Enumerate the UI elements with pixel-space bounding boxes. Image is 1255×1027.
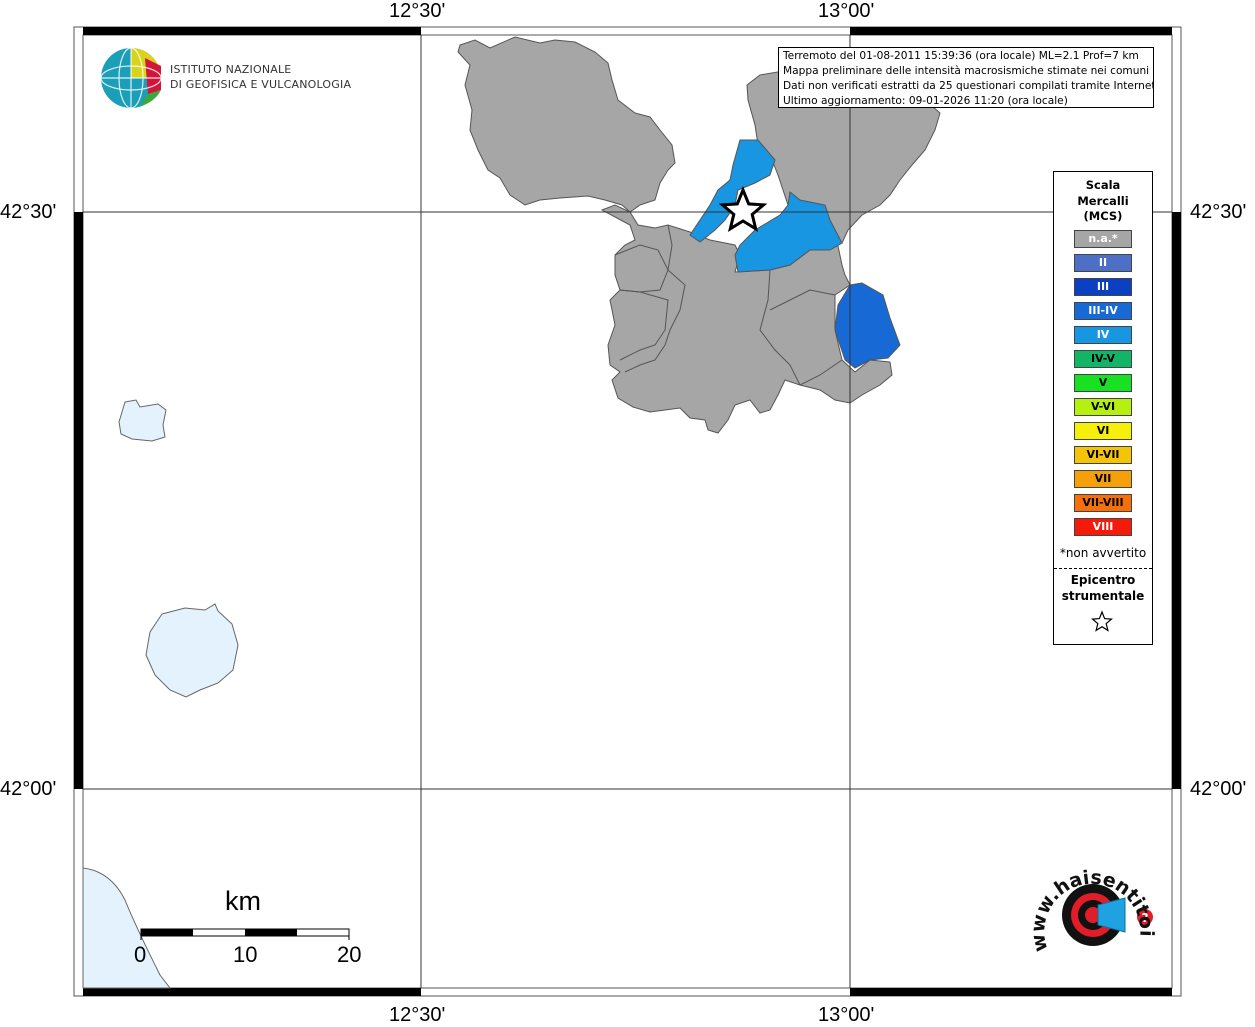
frame-bar-right (1172, 212, 1181, 789)
legend-swatch-na: n.a.* (1074, 230, 1132, 248)
lon-label-top-1230: 12°30' (389, 0, 446, 22)
legend-note: *non avvertito (1059, 546, 1147, 560)
frame-bar-left (74, 212, 83, 789)
lon-label-bottom-1300: 13°00' (818, 1004, 875, 1026)
legend-title: Scala Mercalli (MCS) (1054, 178, 1152, 225)
logo-line-1: ISTITUTO NAZIONALE (170, 63, 292, 76)
frame-bar-top-left (83, 27, 421, 35)
sea-area (82, 867, 172, 989)
legend-swatch-V-VI: V-VI (1074, 398, 1132, 416)
lake-large (145, 603, 239, 698)
frame-bar-bottom-left (83, 988, 421, 996)
scale-tick-20: 20 (337, 942, 362, 967)
legend-epicenter-line-2: strumentale (1061, 589, 1145, 603)
legend-swatch-VI: VI (1074, 422, 1132, 440)
legend-swatch-VIII: VIII (1074, 518, 1132, 536)
scale-bar (140, 928, 350, 940)
legend-title-line-3: (MCS) (1083, 209, 1123, 223)
info-line-4: Ultimo aggiornamento: 09-01-2026 11:20 (… (783, 95, 1068, 107)
municipality-intensity-III-IV (834, 282, 901, 369)
logo-line-2: DI GEOFISICA E VULCANOLOGIA (170, 78, 352, 91)
legend-swatch-III: III (1074, 278, 1132, 296)
graticule (83, 35, 1172, 988)
info-line-3: Dati non verificati estratti da 25 quest… (783, 80, 1154, 92)
event-info-box: Terremoto del 01-08-2011 15:39:36 (ora l… (778, 47, 1154, 108)
intensity-legend: Scala Mercalli (MCS) n.a.* II III III-IV… (1053, 171, 1153, 645)
legend-swatch-V: V (1074, 374, 1132, 392)
legend-title-line-2: Mercalli (1077, 193, 1129, 208)
legend-star-icon (1090, 610, 1114, 632)
legend-epicenter-label: Epicentro strumentale (1054, 572, 1152, 604)
municipality-borders (614, 224, 843, 386)
lat-label-left-4200: 42°00' (0, 778, 57, 800)
scale-tick-10: 10 (233, 942, 258, 967)
legend-epicenter-line-1: Epicentro (1070, 573, 1136, 587)
legend-swatch-VII-VIII: VII-VIII (1074, 494, 1132, 512)
svg-text:?: ? (1142, 911, 1149, 925)
lat-label-right-4230: 42°30' (1190, 201, 1247, 223)
legend-swatch-VII: VII (1074, 470, 1132, 488)
legend-swatch-II: II (1074, 254, 1132, 272)
info-line-1: Terremoto del 01-08-2011 15:39:36 (ora l… (783, 50, 1139, 62)
frame-bar-bottom-right (850, 988, 1172, 996)
lat-label-right-4200: 42°00' (1190, 778, 1247, 800)
legend-swatch-III-IV: III-IV (1074, 302, 1132, 320)
municipalities-not-felt (457, 36, 941, 434)
lat-label-left-4230: 42°30' (0, 201, 57, 223)
ingv-globe-icon (100, 47, 162, 109)
legend-swatch-IV: IV (1074, 326, 1132, 344)
legend-divider (1054, 568, 1152, 569)
legend-swatch-IV-V: IV-V (1074, 350, 1132, 368)
info-line-2: Mappa preliminare delle intensità macros… (783, 65, 1150, 77)
lon-label-bottom-1230: 12°30' (389, 1004, 446, 1026)
scale-unit-label: km (225, 886, 261, 916)
epicenter-star-icon[interactable] (718, 186, 768, 232)
frame-bar-top-right (850, 27, 1172, 35)
lon-label-top-1300: 13°00' (818, 0, 875, 22)
legend-swatch-VI-VII: VI-VII (1074, 446, 1132, 464)
legend-title-line-1: Scala (1085, 178, 1121, 192)
lake-small (118, 399, 167, 442)
scale-tick-0: 0 (134, 942, 147, 967)
